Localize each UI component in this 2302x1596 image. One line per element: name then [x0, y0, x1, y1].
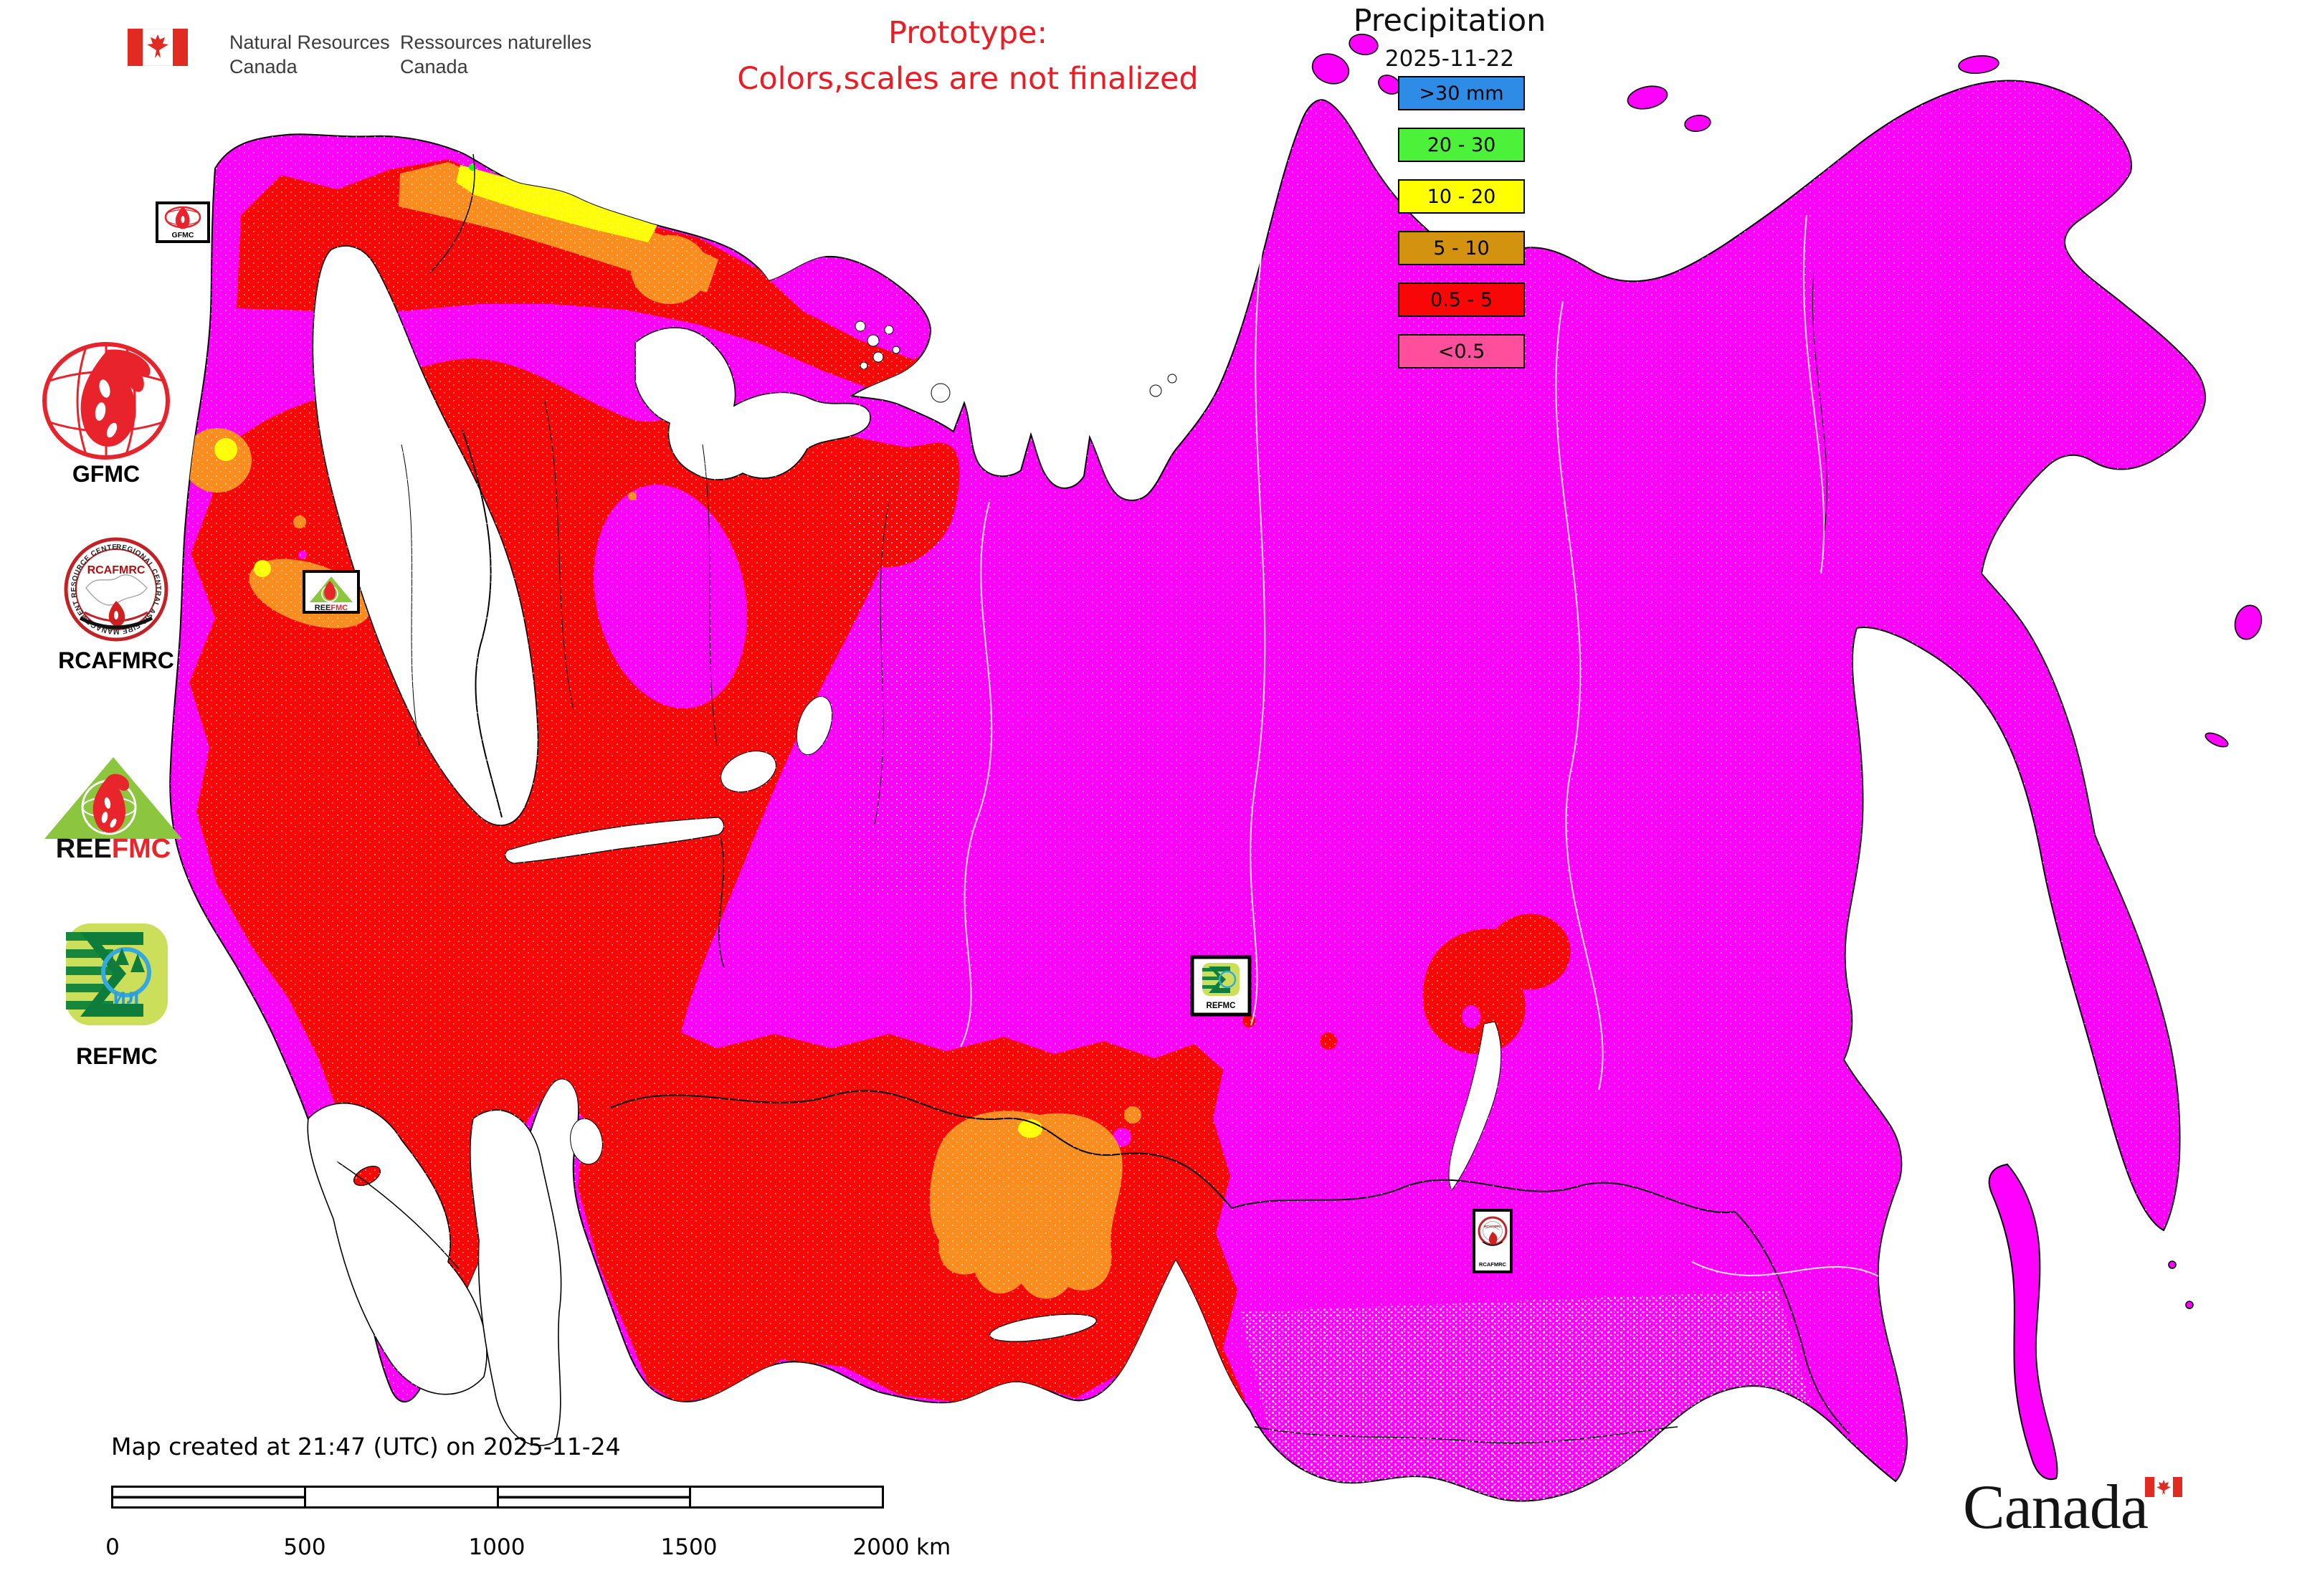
- prototype-notice: Prototype: Colors,scales are not finaliz…: [737, 15, 1199, 97]
- reefmc-icon: [310, 576, 353, 602]
- sidebar-refmc-label: REFMC: [76, 1043, 158, 1069]
- sidebar-logo-gfmc: GFMC: [42, 342, 170, 487]
- marker-gfmc-label: GFMC: [172, 231, 194, 239]
- island-sakhalin: [1988, 1163, 2058, 1481]
- marker-reefmc-label: REEFMC: [315, 604, 348, 612]
- refmc-logo-icon: ИЛ: [66, 923, 168, 1025]
- scale-tick-1500: 1500: [660, 1534, 718, 1560]
- marker-refmc: REFMC: [1190, 955, 1252, 1017]
- refmc-inner-text: ИЛ: [113, 990, 140, 1008]
- legend-entry-label: <0.5: [1437, 340, 1485, 363]
- legend-entry-label: >30 mm: [1419, 82, 1504, 105]
- legend-entry-label: 5 - 10: [1433, 237, 1490, 260]
- marker-rcafmrc: RCAFMRC RCAFMRC: [1473, 1209, 1513, 1273]
- marker-gfmc: GFMC: [156, 201, 210, 243]
- canada-flag-icon: [128, 29, 188, 66]
- landmass: [169, 33, 2263, 1502]
- canada-wordmark-flag-icon: [2145, 1477, 2182, 1497]
- scale-tick-0: 0: [105, 1534, 120, 1560]
- marker-reefmc: REEFMC: [303, 570, 360, 614]
- sidebar-reefmc-wordmark: REEFMC: [56, 834, 171, 864]
- scale-unit: km: [916, 1534, 951, 1560]
- speckle-texture: [170, 80, 2205, 1501]
- sidebar-gfmc-label: GFMC: [72, 461, 140, 487]
- scale-bar: [111, 1486, 884, 1509]
- map-created-text: Map created at 21:47 (UTC) on 2025-11-24: [111, 1433, 621, 1460]
- canada-wordmark: Canada: [1963, 1473, 2149, 1542]
- speckle-urals: [846, 466, 953, 896]
- scale-segment: [306, 1488, 499, 1506]
- nrcan-signature-fr: Ressources naturelles Canada: [400, 32, 592, 77]
- gfmc-icon: [164, 206, 201, 229]
- scale-tick-2000: 2000: [852, 1534, 910, 1560]
- speckle-dense-south: [1240, 1291, 1835, 1501]
- legend-entry-label: 10 - 20: [1427, 185, 1496, 208]
- rcafmrc-center-text: RCAFMRC: [87, 564, 146, 576]
- rcafmrc-ring-text: REGIONAL CENTRAL ASIA FIRE MANAGEMENT RE…: [0, 0, 162, 635]
- refmc-icon: [1202, 963, 1240, 996]
- scale-segment: [691, 1488, 882, 1506]
- legend-date: 2025-11-22: [1384, 46, 1515, 72]
- scale-tick-500: 500: [283, 1534, 326, 1560]
- sidebar-logo-rcafmrc: REGIONAL CENTRAL ASIA FIRE MANAGEMENT RE…: [0, 0, 174, 673]
- scale-tick-1000: 1000: [468, 1534, 525, 1560]
- legend-entry-10-20: 10 - 20: [1398, 179, 1525, 214]
- sidebar-logo-refmc: ИЛ REFMC: [66, 923, 168, 1069]
- marker-rcafmrc-label: RCAFMRC: [1479, 1261, 1506, 1268]
- legend-entry-5-10: 5 - 10: [1398, 231, 1525, 265]
- legend-entry-20-30: 20 - 30: [1398, 128, 1525, 162]
- scale-segment: [113, 1488, 306, 1506]
- sidebar-logo-reefmc: REEFMC: [44, 757, 182, 864]
- legend-entry-lt05: <0.5: [1398, 334, 1525, 369]
- legend-title: Precipitation: [1353, 3, 1546, 39]
- rcafmrc-mini-text: RCAFMRC: [1484, 1225, 1502, 1229]
- nrcan-signature-en: Natural Resources Canada: [229, 32, 390, 77]
- arctic-islands: [1311, 33, 2263, 1309]
- rcafmrc-logo-icon: REGIONAL CENTRAL ASIA FIRE MANAGEMENT RE…: [0, 0, 168, 642]
- legend: >30 mm 20 - 30 10 - 20 5 - 10 0.5 - 5 <0…: [1398, 76, 1525, 386]
- legend-entry-label: 0.5 - 5: [1430, 288, 1493, 311]
- legend-entry-label: 20 - 30: [1427, 133, 1496, 156]
- scale-segment: [498, 1488, 692, 1506]
- rcafmrc-icon: RCAFMRC: [1478, 1216, 1508, 1246]
- legend-entry-gt30: >30 mm: [1398, 76, 1525, 110]
- reefmc-logo-icon: [44, 757, 182, 839]
- marker-refmc-label: REFMC: [1207, 1002, 1236, 1010]
- legend-entry-05-5: 0.5 - 5: [1398, 282, 1525, 317]
- sidebar-rcafmrc-label: RCAFMRC: [58, 647, 174, 673]
- gfmc-logo-icon: [42, 342, 170, 460]
